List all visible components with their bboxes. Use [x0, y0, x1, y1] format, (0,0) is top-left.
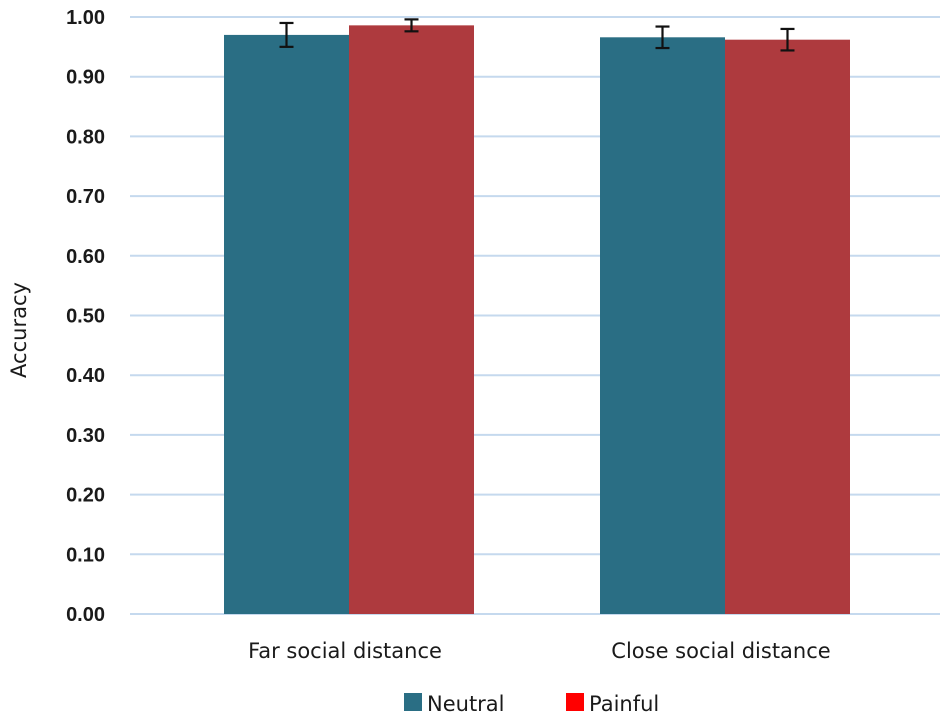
y-tick-label: 0.60 [66, 246, 105, 268]
error-bars [279, 18, 795, 52]
legend-swatch-painful [566, 693, 584, 711]
y-tick-label: 0.10 [66, 544, 105, 566]
error-bar [404, 18, 419, 33]
bar-neutral-far [224, 34, 349, 615]
legend: Neutral Painful [404, 692, 659, 716]
error-bar [279, 21, 294, 48]
y-tick-label: 0.70 [66, 186, 105, 208]
bar-painful-far [349, 25, 474, 615]
y-tick-label: 0.90 [66, 67, 105, 89]
bar-neutral-close [600, 37, 725, 615]
legend-swatch-neutral [404, 693, 422, 711]
y-axis-ticks: 0.00 0.10 0.20 0.30 0.40 0.50 0.60 0.70 0.80 0.90… [66, 7, 105, 626]
bar-painful-close [725, 39, 850, 615]
x-category-label: Far social distance [248, 639, 442, 663]
x-axis-categories: Far social distance Close social distance [248, 639, 831, 663]
bars [224, 25, 850, 615]
error-bar [780, 27, 795, 52]
y-tick-label: 0.50 [66, 306, 105, 328]
y-tick-label: 0.40 [66, 365, 105, 387]
y-tick-label: 1.00 [66, 7, 105, 29]
y-tick-label: 0.20 [66, 485, 105, 507]
y-tick-label: 0.80 [66, 126, 105, 148]
y-tick-label: 0.30 [66, 425, 105, 447]
legend-label-painful: Painful [589, 692, 659, 716]
legend-label-neutral: Neutral [427, 692, 505, 716]
y-axis-title: Accuracy [7, 282, 31, 378]
x-category-label: Close social distance [611, 639, 830, 663]
y-tick-label: 0.00 [66, 604, 105, 626]
error-bar [655, 25, 670, 50]
